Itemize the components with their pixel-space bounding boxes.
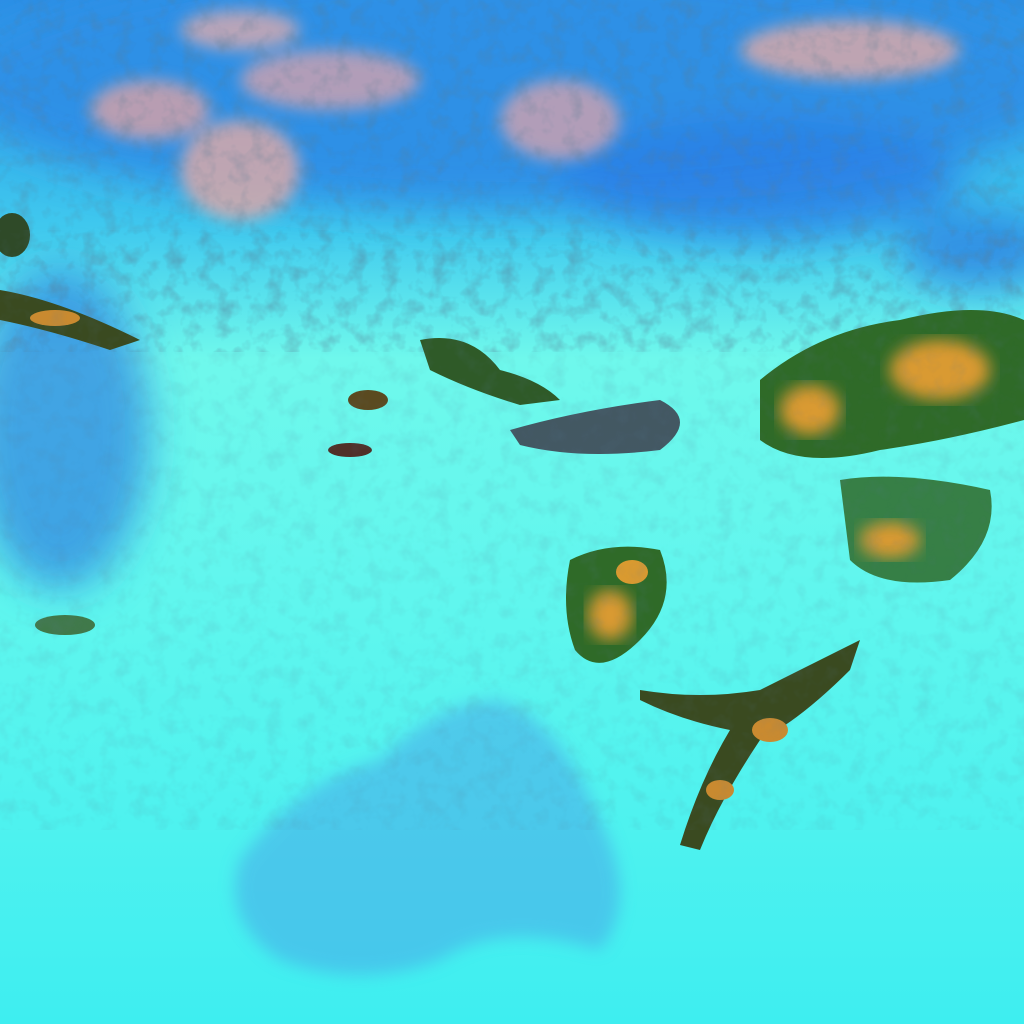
terrain-texture <box>0 0 1024 320</box>
cloud-texture <box>0 280 1024 780</box>
